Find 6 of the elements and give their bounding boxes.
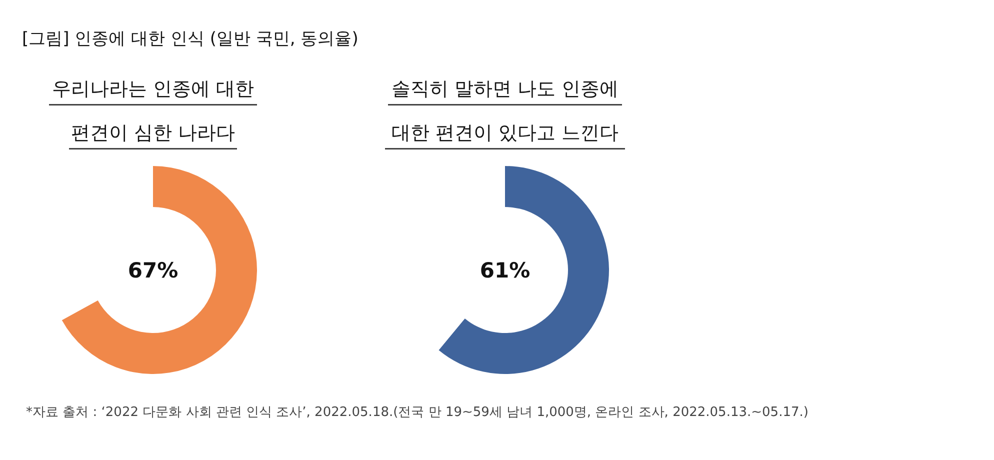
text: [그림] 인종에 대한 인식 (일반 국민, 동의율) <box>22 29 358 49</box>
data-label: 61% <box>480 258 530 282</box>
text: *자료 출처 : ‘2022 다문화 사회 관련 인식 조사’, 2022.05.18.(전국 만 19~59세 남녀 1,000명, 온라인 조사, 2022.05.13.~05.17.) <box>26 405 808 420</box>
chart-title: 우리나라는 인종에 대한 편견이 심한 나라다 <box>52 78 254 144</box>
data-label: 67% <box>128 258 178 282</box>
chart-title: 솔직히 말하면 나도 인종에 대한 편견이 있다고 느낀다 <box>391 78 619 144</box>
